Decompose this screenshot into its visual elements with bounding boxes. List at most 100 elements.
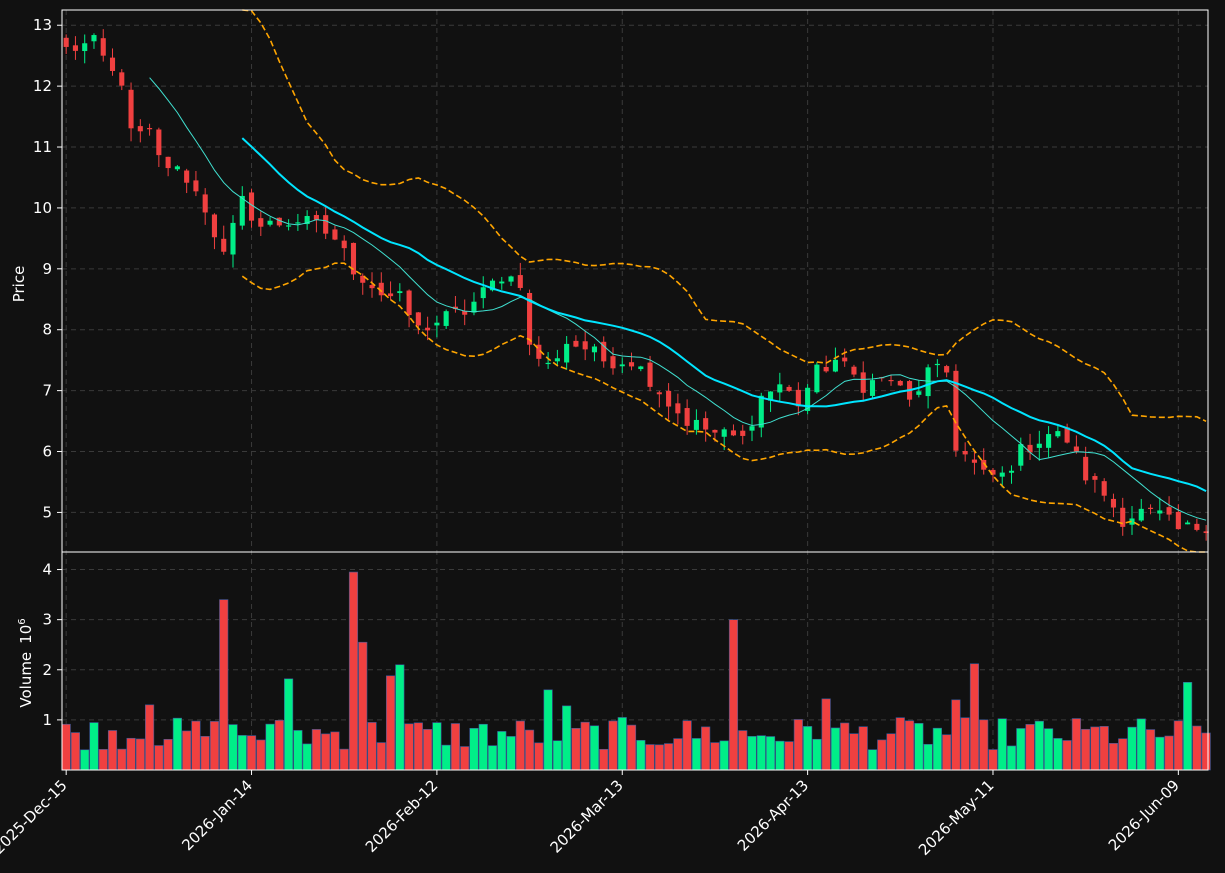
candle-body-119 bbox=[1166, 507, 1172, 515]
price-tick-label-5: 10 bbox=[33, 199, 52, 217]
volume-bar-43 bbox=[460, 746, 470, 771]
candle-body-82 bbox=[823, 366, 829, 372]
candle-body-58 bbox=[601, 341, 607, 362]
volume-bar-93 bbox=[923, 744, 933, 771]
volume-bar-104 bbox=[1025, 724, 1035, 771]
candle-body-32 bbox=[360, 275, 366, 283]
candle-body-86 bbox=[860, 372, 866, 393]
volume-bar-89 bbox=[886, 733, 896, 771]
volume-bar-52 bbox=[543, 689, 553, 771]
candle-body-42 bbox=[452, 306, 458, 310]
volume-bar-12 bbox=[172, 717, 182, 771]
volume-bar-77 bbox=[775, 740, 785, 771]
candle-body-80 bbox=[805, 387, 811, 411]
candle-body-77 bbox=[777, 384, 783, 393]
candle-body-100 bbox=[990, 469, 996, 475]
candle-body-118 bbox=[1157, 510, 1163, 514]
volume-bar-38 bbox=[413, 722, 423, 771]
candle-body-17 bbox=[221, 238, 227, 252]
volume-bar-75 bbox=[756, 735, 766, 771]
volume-bar-48 bbox=[506, 736, 516, 771]
candle-body-44 bbox=[471, 301, 477, 313]
candle-body-53 bbox=[554, 358, 560, 362]
candle-body-68 bbox=[693, 419, 699, 430]
price-tick-label-7: 12 bbox=[33, 77, 52, 95]
volume-bar-53 bbox=[552, 740, 562, 771]
volume-bar-16 bbox=[209, 721, 220, 771]
candle-body-93 bbox=[925, 367, 931, 397]
volume-bar-29 bbox=[330, 731, 340, 771]
candle-body-101 bbox=[999, 472, 1005, 477]
volume-bar-37 bbox=[404, 723, 414, 771]
candle-body-2 bbox=[82, 43, 88, 52]
volume-bar-47 bbox=[497, 731, 507, 771]
volume-bar-9 bbox=[145, 704, 155, 771]
volume-bar-26 bbox=[302, 743, 312, 771]
candle-body-37 bbox=[406, 290, 412, 316]
candle-body-24 bbox=[286, 225, 292, 227]
candle-body-64 bbox=[656, 392, 662, 395]
candle-body-120 bbox=[1175, 511, 1181, 530]
candle-body-90 bbox=[897, 380, 903, 386]
candle-body-13 bbox=[184, 170, 190, 183]
volume-bar-118 bbox=[1155, 736, 1165, 771]
candle-body-15 bbox=[202, 194, 208, 213]
candle-body-78 bbox=[786, 386, 792, 391]
volume-bar-42 bbox=[450, 723, 460, 771]
grid-layer bbox=[62, 10, 1208, 770]
candle-body-40 bbox=[434, 322, 440, 326]
volume-bar-61 bbox=[626, 724, 637, 771]
volume-bar-108 bbox=[1062, 740, 1072, 771]
volume-tick-label-0: 1 bbox=[42, 711, 52, 729]
price-tick-label-6: 11 bbox=[33, 138, 52, 156]
candle-body-39 bbox=[425, 327, 431, 331]
volume-bar-111 bbox=[1090, 726, 1100, 771]
candle-body-107 bbox=[1055, 431, 1061, 437]
volume-bar-113 bbox=[1108, 743, 1119, 771]
candle-body-85 bbox=[851, 366, 857, 375]
candle-body-57 bbox=[591, 346, 598, 353]
volume-bar-123 bbox=[1201, 732, 1211, 771]
candle-body-51 bbox=[536, 344, 542, 359]
volume-bar-33 bbox=[367, 722, 377, 771]
candle-body-21 bbox=[258, 218, 264, 227]
candle-body-22 bbox=[267, 220, 273, 225]
candle-body-16 bbox=[211, 214, 218, 238]
volume-bar-98 bbox=[969, 663, 980, 771]
volume-bar-88 bbox=[877, 739, 887, 771]
volume-bar-20 bbox=[246, 735, 257, 771]
volume-bar-15 bbox=[200, 736, 210, 771]
volume-bar-86 bbox=[858, 726, 868, 771]
volume-bar-55 bbox=[571, 727, 581, 771]
volume-bar-63 bbox=[645, 744, 655, 771]
volume-bar-85 bbox=[849, 733, 859, 771]
price-tick-label-1: 6 bbox=[42, 443, 52, 461]
candle-body-20 bbox=[248, 192, 255, 221]
volume-bar-119 bbox=[1164, 735, 1174, 771]
candle-body-71 bbox=[721, 429, 727, 437]
candle-body-43 bbox=[462, 310, 468, 315]
price-tick-label-3: 8 bbox=[42, 321, 52, 339]
volume-bar-56 bbox=[580, 721, 590, 771]
volume-bar-82 bbox=[821, 698, 831, 771]
volume-bar-27 bbox=[311, 729, 321, 771]
candle-body-75 bbox=[758, 395, 764, 428]
candle-body-89 bbox=[888, 379, 894, 382]
volume-bar-32 bbox=[358, 641, 368, 771]
candle-body-7 bbox=[128, 89, 134, 129]
volume-bar-96 bbox=[951, 699, 961, 771]
candle-body-61 bbox=[628, 362, 635, 367]
candle-body-19 bbox=[239, 195, 245, 226]
candle-body-112 bbox=[1101, 481, 1107, 496]
volume-bar-7 bbox=[126, 737, 136, 771]
volume-bar-101 bbox=[997, 718, 1007, 771]
volume-bar-1 bbox=[70, 732, 81, 771]
candle-body-117 bbox=[1147, 507, 1154, 509]
volume-bar-122 bbox=[1192, 725, 1202, 771]
candle-body-50 bbox=[527, 292, 533, 345]
candle-body-108 bbox=[1064, 427, 1070, 443]
bollinger-upper-line bbox=[242, 9, 1207, 423]
candle-body-52 bbox=[545, 362, 551, 365]
volume-bar-74 bbox=[747, 736, 757, 771]
